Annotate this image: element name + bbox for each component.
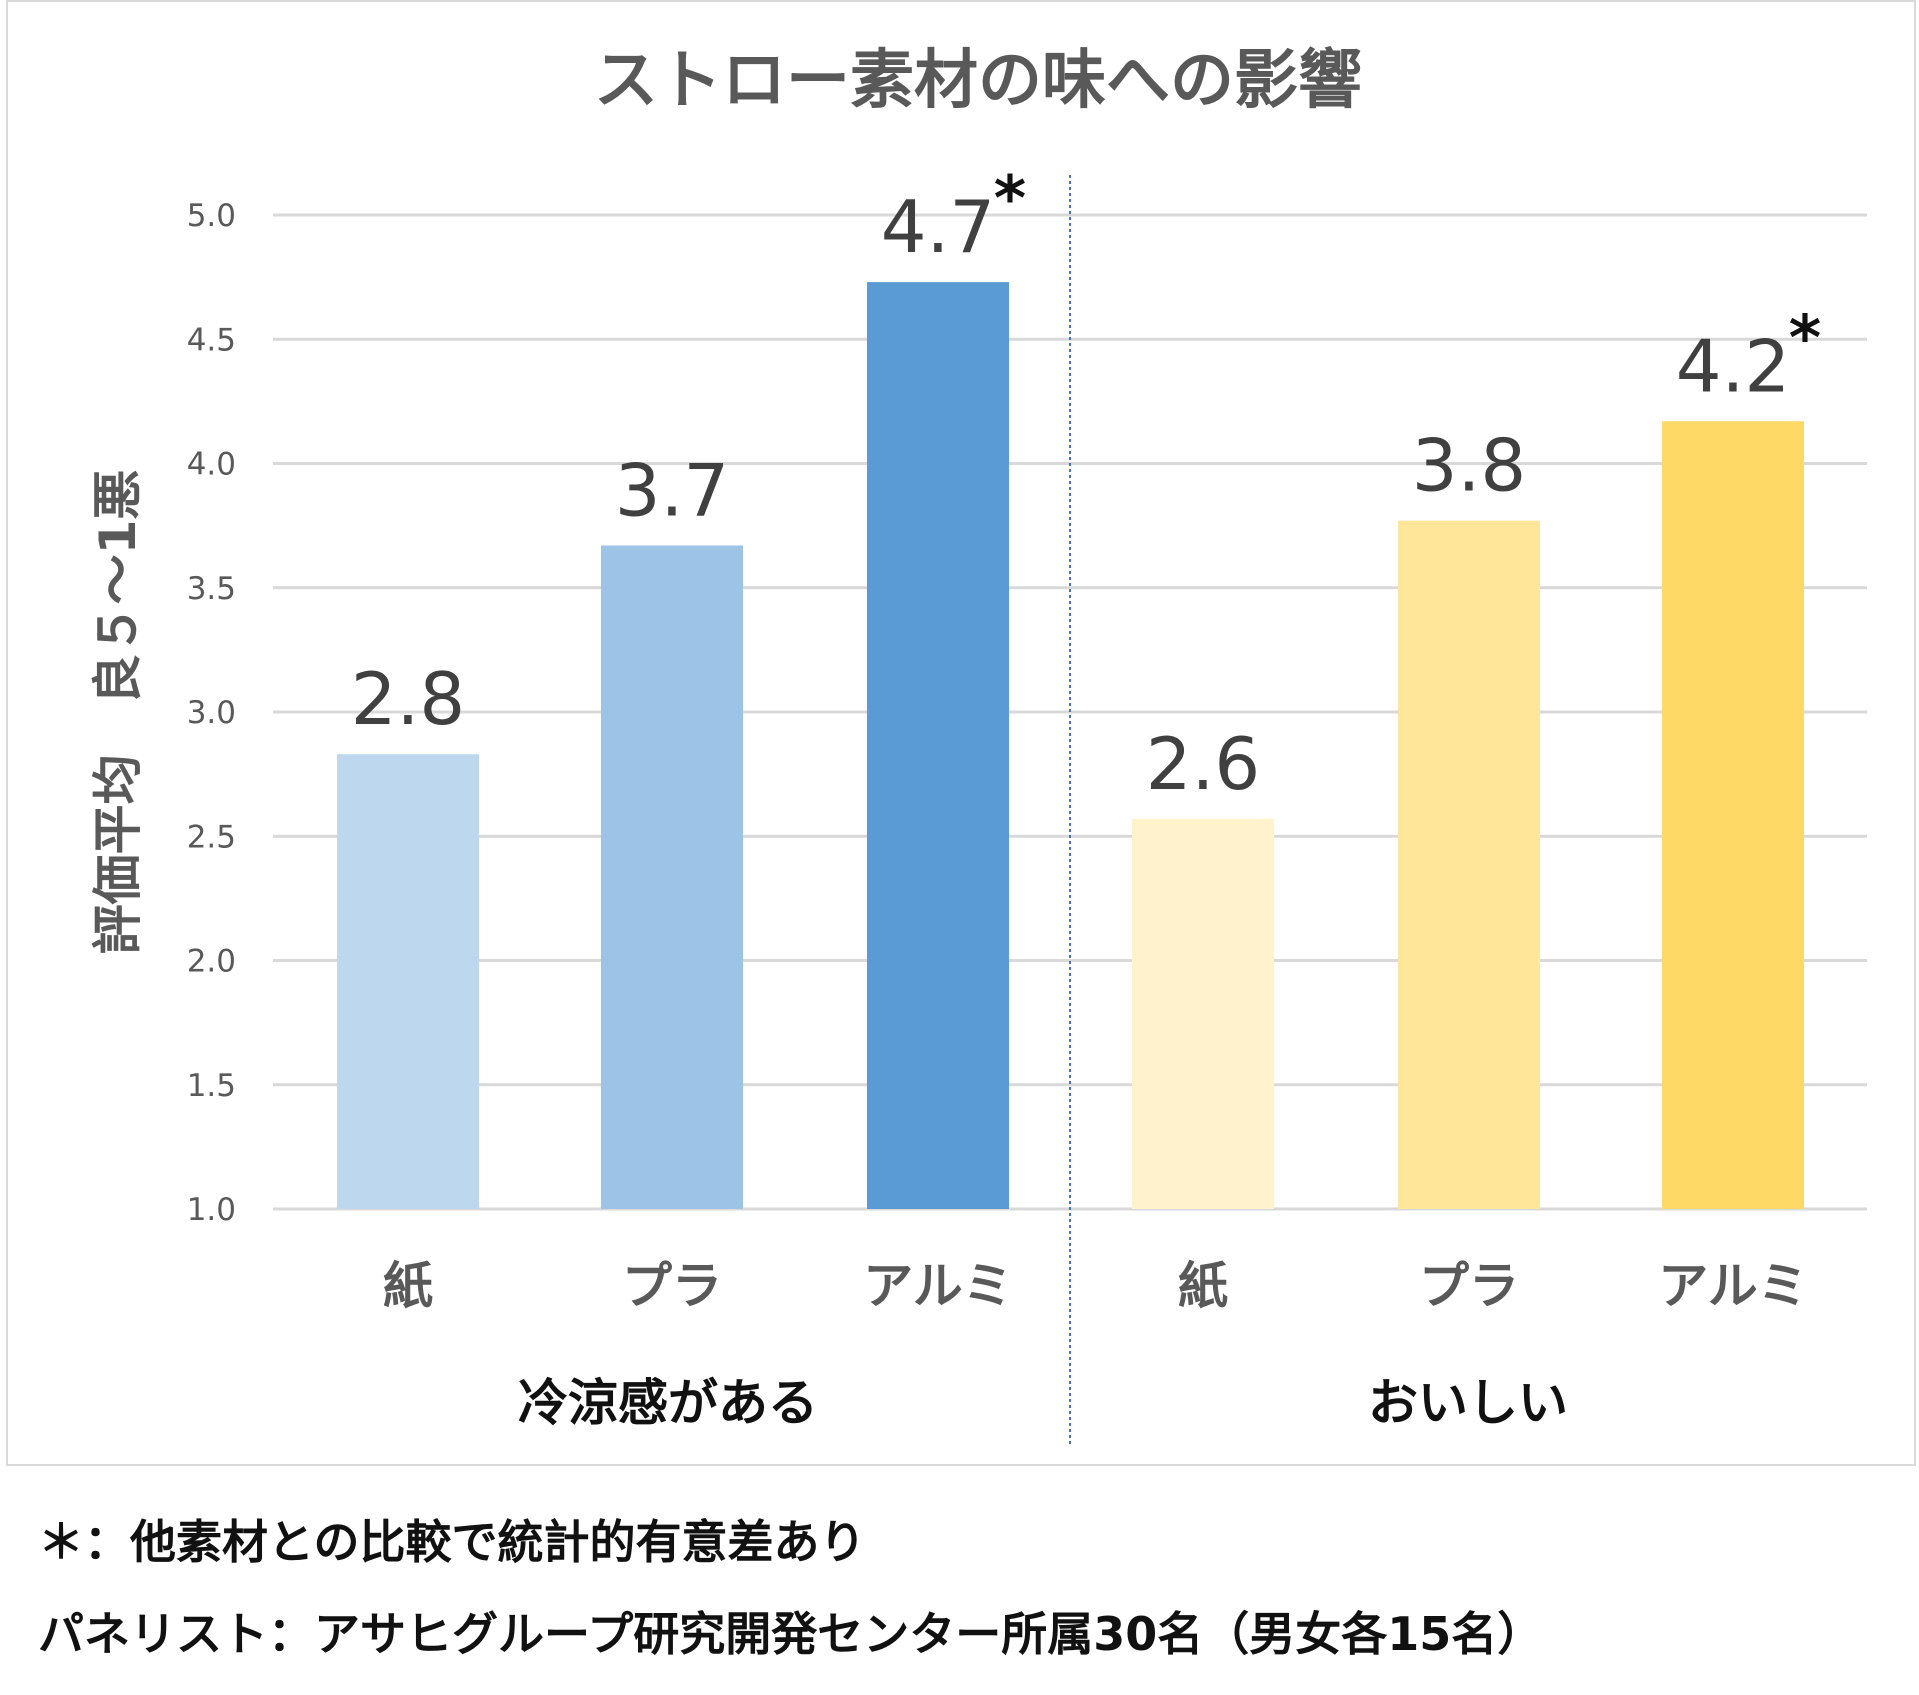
data-label: 3.7: [615, 449, 730, 533]
data-label: 2.6: [1146, 722, 1261, 806]
footnote-significance: ＊：他素材との比較で統計的有意差あり: [38, 1515, 866, 1569]
y-tick-label: 3.0: [187, 695, 236, 731]
x-category-label: プラ: [622, 1257, 722, 1315]
significance-marker: *: [994, 162, 1026, 235]
data-label: 4.7: [881, 185, 996, 269]
x-group-label: 冷涼感がある: [518, 1374, 818, 1432]
bar: [601, 545, 743, 1209]
y-tick-label: 1.5: [187, 1068, 236, 1104]
y-tick-label: 1.0: [187, 1192, 236, 1228]
y-tick-label: 4.0: [187, 447, 236, 483]
x-category-label: アルミ: [863, 1257, 1013, 1315]
y-tick-label: 3.5: [187, 571, 236, 607]
y-tick-label: 5.0: [187, 198, 236, 234]
y-tick-label: 4.5: [187, 322, 236, 358]
footnote-panelists: パネリスト：アサヒグループ研究開発センター所属30名（男女各15名）: [38, 1607, 1544, 1661]
x-category-label: プラ: [1419, 1257, 1519, 1315]
bar: [867, 282, 1009, 1210]
chart-title: ストロー素材の味への影響: [594, 44, 1362, 118]
y-tick-label: 2.5: [187, 819, 236, 855]
data-label: 2.8: [351, 657, 466, 741]
significance-marker: *: [1789, 301, 1821, 374]
y-tick-label: 2.0: [187, 944, 236, 980]
data-label: 3.8: [1412, 424, 1527, 508]
y-axis-title: 評価平均 良５～1悪: [89, 470, 147, 955]
data-label: 4.2: [1676, 324, 1791, 408]
chart-frame: [6, 0, 1916, 1466]
bar: [1662, 421, 1804, 1209]
bar: [337, 754, 479, 1209]
bar: [1132, 818, 1274, 1209]
bar: [1398, 520, 1540, 1209]
x-category-label: 紙: [383, 1257, 433, 1315]
x-category-label: アルミ: [1658, 1257, 1808, 1315]
x-group-label: おいしい: [1368, 1374, 1568, 1432]
x-category-label: 紙: [1178, 1257, 1228, 1315]
